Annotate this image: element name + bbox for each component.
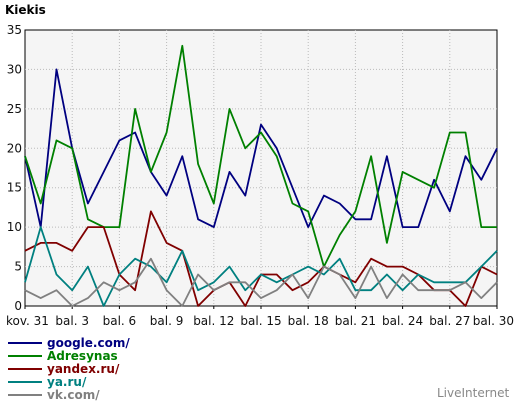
series-line-vk-com <box>24 257 498 307</box>
y-tick-label: 30 <box>7 62 22 76</box>
x-tick-label: bal. 15 <box>240 314 281 328</box>
legend-label: google.com/ <box>47 336 130 350</box>
x-tick-label: bal. 9 <box>150 314 184 328</box>
legend-label: vk.com/ <box>47 388 100 402</box>
legend: google.com/Adresynasyandex.ru/ya.ru/vk.c… <box>8 336 130 402</box>
y-tick-label: 10 <box>7 220 22 234</box>
series-lines <box>24 44 498 307</box>
x-tick-label: bal. 21 <box>335 314 376 328</box>
x-tick-label: bal. 12 <box>193 314 234 328</box>
y-tick-label: 15 <box>7 181 22 195</box>
legend-label: Adresynas <box>47 349 118 363</box>
legend-label: yandex.ru/ <box>47 362 120 376</box>
credit-label: LiveInternet <box>437 386 509 400</box>
series-line-google-com <box>24 68 498 229</box>
legend-label: ya.ru/ <box>47 375 87 389</box>
y-tick-label: 20 <box>7 141 22 155</box>
x-tick-label: bal. 3 <box>55 314 89 328</box>
x-tick-label: bal. 24 <box>382 314 423 328</box>
y-axis: 0 5 10 15 20 25 30 35 <box>7 23 22 313</box>
x-axis: kov. 31 bal. 3 bal. 6 bal. 9 bal. 12 bal. 15 b… <box>6 306 514 328</box>
x-tick-label: kov. 31 <box>6 314 49 328</box>
series-line-ya-ru <box>24 226 498 307</box>
x-tick-label: bal. 6 <box>103 314 137 328</box>
y-tick-label: 5 <box>14 260 22 274</box>
x-tick-label: bal. 27 <box>429 314 470 328</box>
x-tick-label: bal. 30 <box>473 314 514 328</box>
chart-title: Kiekis <box>5 3 46 17</box>
x-tick-label: bal. 18 <box>288 314 329 328</box>
y-tick-label: 25 <box>7 102 22 116</box>
y-tick-label: 0 <box>14 299 22 313</box>
y-tick-label: 35 <box>7 23 22 37</box>
